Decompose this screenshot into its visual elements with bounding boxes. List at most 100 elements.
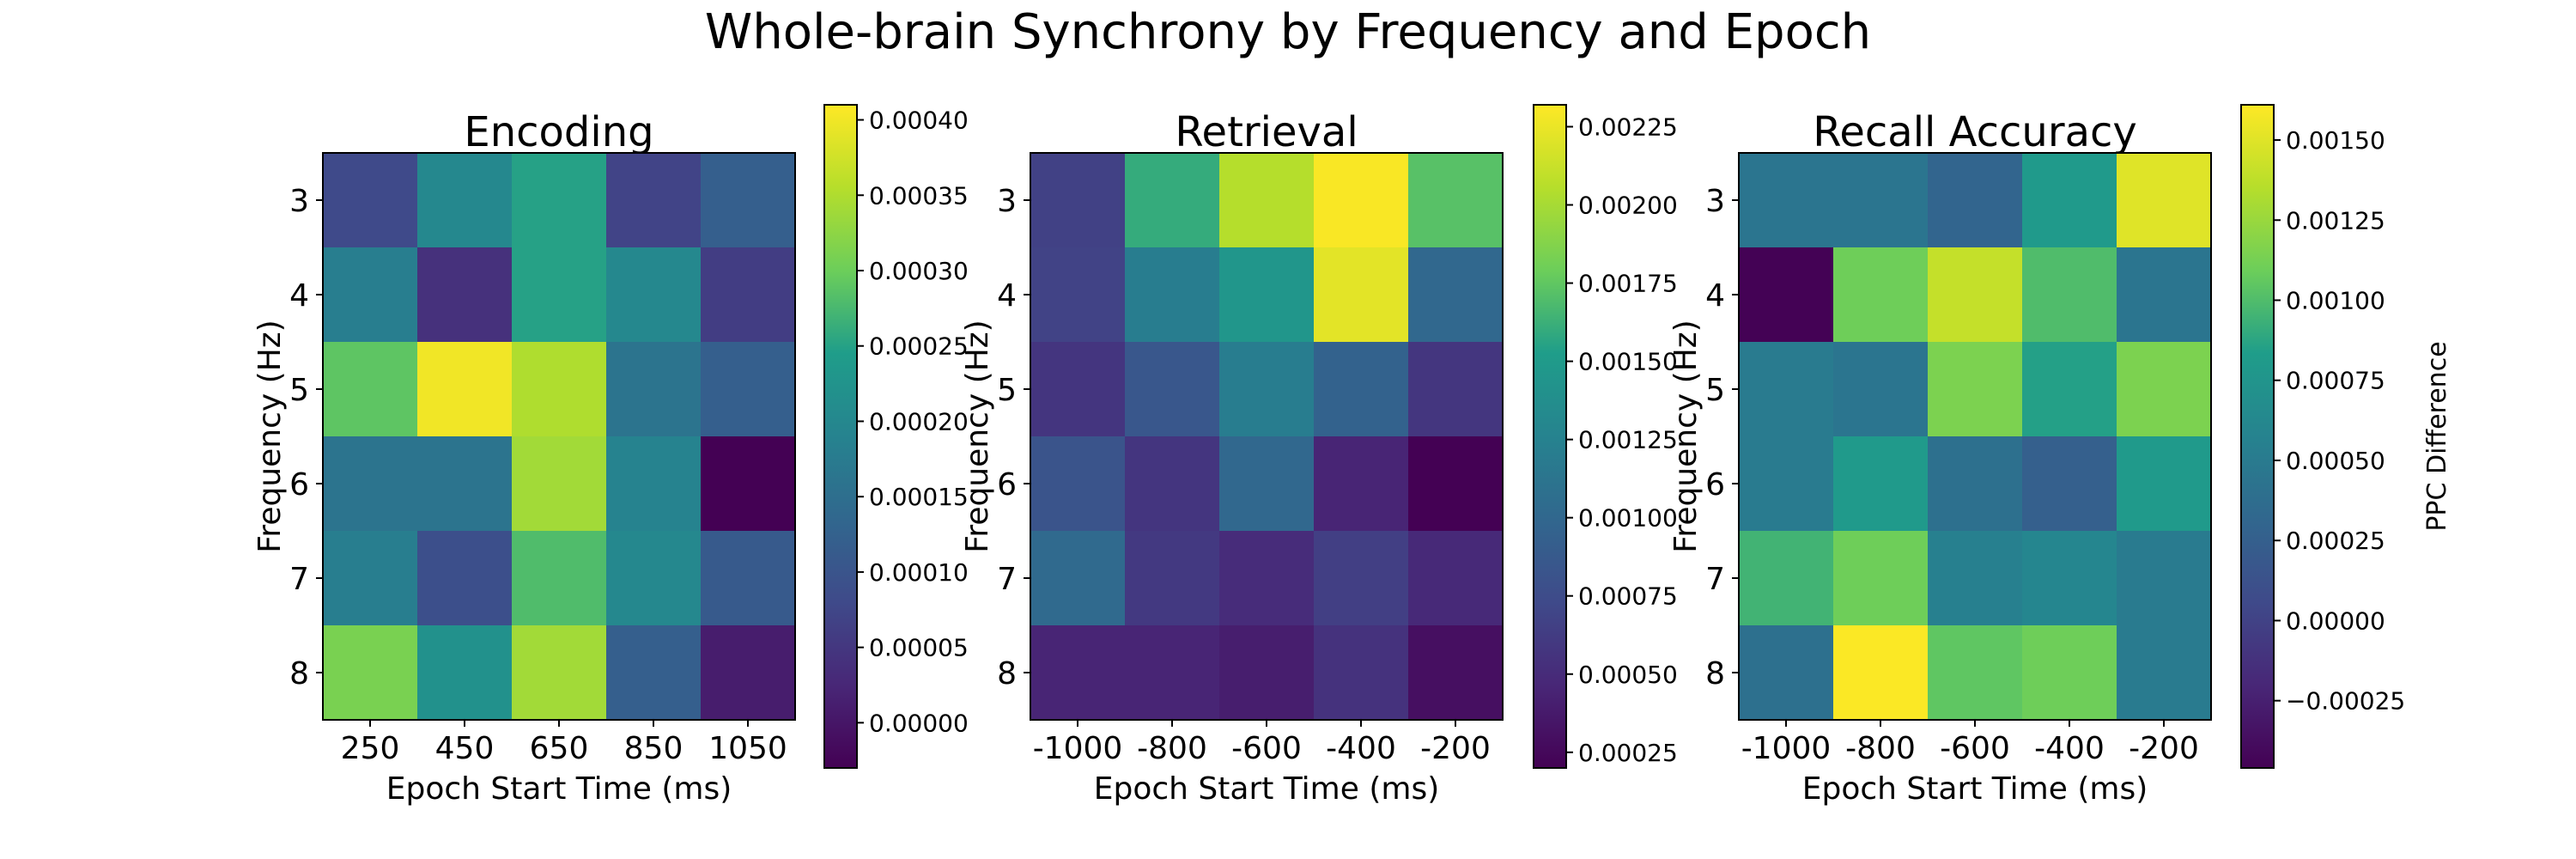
colorbar-tick-label: 0.00025 (1578, 739, 1678, 767)
heatmap-cell (323, 342, 417, 436)
colorbar (2240, 104, 2275, 769)
x-axis-label: Epoch Start Time (ms) (1094, 771, 1440, 807)
heatmap-cell (1928, 247, 2022, 342)
heatmap-cell (2022, 531, 2117, 625)
heatmap-cell (417, 153, 512, 247)
colorbar-tick-label: 0.00100 (2286, 286, 2385, 314)
heatmap-cell (1408, 342, 1503, 436)
colorbar-tick-label: 0.00225 (1578, 113, 1678, 141)
heatmap-cell (323, 531, 417, 625)
y-tick-label: 5 (997, 373, 1017, 408)
heatmap-cell (512, 342, 606, 436)
y-tick-label: 7 (289, 562, 309, 597)
panel-title: Encoding (464, 108, 653, 156)
x-tick-label: -400 (1326, 731, 1396, 766)
colorbar-tick-label: 0.00040 (869, 107, 969, 135)
heatmap-cell (606, 153, 701, 247)
heatmap-cell (1314, 625, 1408, 720)
heatmap-cell (1928, 531, 2022, 625)
heatmap-cell (1928, 625, 2022, 720)
heatmap-cell (701, 625, 795, 720)
heatmap-cell (1314, 531, 1408, 625)
heatmap-cell (701, 247, 795, 342)
heatmap-cell (1219, 247, 1314, 342)
colorbar-tick-label: 0.00200 (1578, 192, 1678, 220)
heatmap-cell (323, 436, 417, 531)
heatmap-cell (1928, 342, 2022, 436)
heatmap-cell (1125, 436, 1219, 531)
heatmap-cell (1030, 436, 1125, 531)
heatmap-cell (323, 247, 417, 342)
colorbar-tick-label: −0.00025 (2286, 687, 2405, 716)
heatmap-cell (2022, 153, 2117, 247)
heatmap-cell (2117, 247, 2211, 342)
figure-title: Whole-brain Synchrony by Frequency and E… (705, 4, 1871, 60)
heatmap-cell (606, 531, 701, 625)
x-tick-label: -1000 (1033, 731, 1123, 766)
heatmap-cell (1219, 342, 1314, 436)
heatmap-cell (1030, 342, 1125, 436)
heatmap-cell (701, 436, 795, 531)
heatmap-cell (512, 625, 606, 720)
colorbar-tick-label: 0.00015 (869, 483, 969, 511)
x-tick-label: 850 (624, 731, 683, 766)
heatmap-cell (701, 342, 795, 436)
heatmap-cell (1314, 436, 1408, 531)
colorbar-tick-label: 0.00025 (2286, 527, 2385, 555)
heatmap-cell (2117, 625, 2211, 720)
y-axis-label: Frequency (Hz) (252, 320, 288, 552)
heatmap-cell (417, 247, 512, 342)
colorbar-label: PPC Difference (2422, 341, 2452, 531)
heatmap-cell (512, 247, 606, 342)
heatmap-cell (1219, 625, 1314, 720)
colorbar-tick-label: 0.00005 (869, 634, 969, 662)
heatmap-panel: Recall Accuracy -1000 -800 -600 -400 -200 3 4 5 6… (1668, 104, 2452, 807)
heatmap-cell (1125, 153, 1219, 247)
colorbar-tick-label: 0.00010 (869, 558, 969, 587)
heatmap-cell (1833, 247, 1928, 342)
y-tick-label: 4 (1705, 278, 1725, 314)
y-tick-label: 6 (997, 467, 1017, 503)
x-tick-label: 1050 (708, 731, 787, 766)
y-tick-label: 8 (289, 656, 309, 691)
heatmap-cell (1833, 153, 1928, 247)
heatmap-cell (1408, 436, 1503, 531)
heatmap-cell (1739, 436, 1833, 531)
heatmap-cell (1408, 153, 1503, 247)
heatmap-cell (2117, 531, 2211, 625)
colorbar-tick-label: 0.00050 (1578, 661, 1678, 689)
heatmap-cell (2117, 436, 2211, 531)
heatmap-cell (1030, 625, 1125, 720)
y-axis-label: Frequency (Hz) (1668, 320, 1704, 552)
heatmap-cell (1125, 531, 1219, 625)
heatmap-cell (417, 436, 512, 531)
y-axis-label: Frequency (Hz) (960, 320, 995, 552)
colorbar-tick-label: 0.00125 (1578, 426, 1678, 454)
y-tick-label: 6 (289, 467, 309, 503)
x-tick-label: 650 (530, 731, 589, 766)
colorbar-tick-label: 0.00050 (2286, 447, 2385, 475)
heatmap-cell (1833, 342, 1928, 436)
colorbar-tick-label: 0.00125 (2286, 206, 2385, 235)
heatmap-cell (606, 247, 701, 342)
y-tick-label: 3 (1705, 184, 1725, 219)
heatmap-cell (512, 531, 606, 625)
heatmap-cell (417, 625, 512, 720)
heatmap-cell (1833, 436, 1928, 531)
y-tick-label: 3 (289, 184, 309, 219)
colorbar-tick-label: 0.00075 (1578, 582, 1678, 611)
heatmap-panel: Encoding 250 450 650 850 1050 3 4 5 6 7 8 Epoch Star… (252, 104, 969, 807)
y-tick-label: 8 (997, 656, 1017, 691)
heatmap-cell (1408, 247, 1503, 342)
heatmap-cell (1408, 625, 1503, 720)
heatmap-cell (1928, 436, 2022, 531)
panels: Encoding 250 450 650 850 1050 3 4 5 6 7 8 Epoch Star… (252, 104, 2452, 807)
colorbar (1533, 104, 1567, 769)
heatmap-cell (701, 531, 795, 625)
y-tick-label: 4 (997, 278, 1017, 314)
heatmap-cell (512, 436, 606, 531)
heatmap-cell (1739, 342, 1833, 436)
heatmap-cell (1219, 436, 1314, 531)
heatmap-cell (1030, 247, 1125, 342)
